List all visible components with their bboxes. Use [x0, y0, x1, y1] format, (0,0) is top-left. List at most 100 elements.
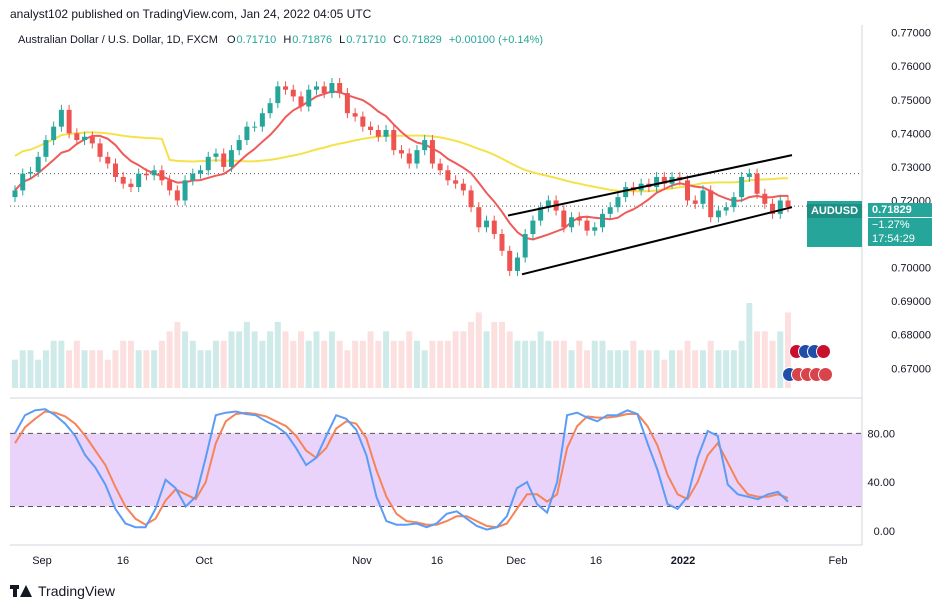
candle-body: [785, 200, 791, 208]
candle: [352, 108, 358, 122]
close-value: 0.71829: [402, 34, 442, 46]
candle: [51, 121, 57, 146]
candle-body: [685, 180, 691, 201]
candle: [770, 198, 776, 219]
event-flags-lower[interactable]: [782, 367, 837, 385]
event-flags-upper[interactable]: [789, 344, 839, 362]
candle-body: [306, 89, 312, 107]
candle-body: [514, 257, 520, 271]
candle-body: [406, 153, 412, 164]
candle-body: [105, 156, 111, 164]
volume-bar: [282, 331, 289, 388]
candle-body: [723, 207, 729, 211]
candle: [27, 166, 33, 179]
volume-bar: [738, 340, 745, 388]
candle-body: [120, 176, 126, 184]
volume-bar: [352, 340, 359, 388]
volume-bar: [785, 312, 791, 388]
candle: [514, 252, 520, 276]
candle: [592, 222, 598, 236]
close-label: C: [393, 34, 402, 46]
candle: [491, 215, 497, 240]
volume-bar: [754, 331, 761, 388]
candle-body: [445, 170, 451, 181]
candle: [654, 171, 660, 193]
candle: [213, 148, 219, 162]
volume-bar: [359, 340, 366, 388]
volume-bar: [220, 340, 227, 388]
volume-bar: [653, 350, 660, 388]
time-tick-label: Feb: [829, 555, 848, 567]
candle-body: [190, 173, 196, 181]
candle-body: [615, 197, 621, 208]
candle: [615, 192, 621, 213]
volume-bar: [19, 350, 26, 388]
candle: [275, 81, 281, 109]
symbol-info-row: Australian Dollar / U.S. Dollar, 1D, FXC…: [18, 34, 547, 46]
price-tick-label: 0.74000: [891, 128, 931, 140]
us-flag-icon[interactable]: [818, 367, 833, 382]
candle-body: [375, 129, 381, 137]
volume-bar: [599, 340, 606, 388]
candle: [205, 151, 211, 176]
volume-bar: [545, 340, 552, 388]
channel-lower-line: [521, 206, 793, 276]
volume-bar: [27, 350, 34, 388]
candle-body: [82, 136, 88, 141]
candle-body: [97, 143, 103, 157]
candle: [360, 111, 366, 132]
candle: [252, 121, 258, 132]
volume-bar: [197, 350, 204, 388]
au-flag-icon[interactable]: [816, 344, 831, 359]
candle-body: [507, 250, 513, 271]
price-tick-label: 0.68000: [891, 330, 931, 342]
candle: [174, 185, 180, 206]
volume-bar: [514, 340, 521, 388]
low-value: 0.71710: [346, 34, 387, 46]
candle: [785, 195, 791, 213]
tradingview-logo[interactable]: TradingView: [10, 583, 115, 599]
volume-bar: [669, 350, 676, 388]
candle: [344, 88, 350, 119]
stoch-d-line: [14, 410, 789, 529]
candle: [429, 135, 435, 169]
candle-body: [584, 220, 590, 231]
stoch-tick-label: 40.00: [867, 477, 895, 489]
candle: [460, 178, 466, 196]
candle: [545, 195, 551, 213]
candle-body: [51, 126, 57, 141]
candle-body: [205, 156, 211, 171]
volume-bar: [584, 350, 591, 388]
candle-body: [623, 187, 629, 198]
candle: [692, 195, 698, 209]
price-tag-price: 0.71829: [868, 203, 932, 217]
volume-bar: [468, 321, 475, 388]
volume-bar: [305, 340, 312, 388]
volume-bar: [699, 350, 706, 388]
candle: [422, 135, 428, 156]
time-tick-label: 2022: [671, 555, 695, 567]
ma-fast-line: [14, 90, 788, 241]
candle-body: [770, 203, 776, 214]
candle-body: [429, 140, 435, 164]
candle: [20, 168, 26, 196]
candle: [182, 175, 188, 206]
candle-body: [484, 220, 490, 228]
candle-body: [27, 171, 33, 174]
symbol-name[interactable]: Australian Dollar / U.S. Dollar, 1D, FXC…: [18, 34, 218, 46]
candle: [321, 81, 327, 99]
candle-body: [228, 150, 234, 167]
price-tag-countdown: 17:54:29: [868, 232, 932, 246]
candle: [507, 245, 513, 276]
candle-body: [491, 220, 497, 235]
candle: [715, 205, 721, 223]
volume-bar: [692, 350, 699, 388]
volume-bar: [151, 350, 158, 388]
time-tick-label: 16: [590, 555, 602, 567]
volume-bar: [12, 359, 18, 388]
candle: [167, 175, 173, 196]
candle: [499, 228, 505, 256]
candle: [375, 124, 381, 142]
candle: [406, 148, 412, 169]
